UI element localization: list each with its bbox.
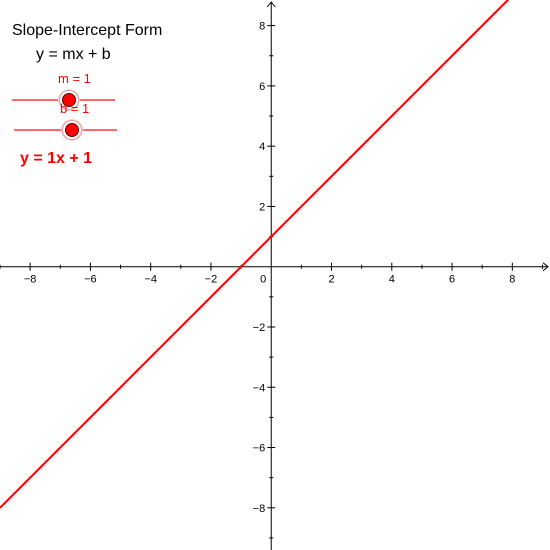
intercept-slider-handle[interactable] [65, 123, 79, 137]
axis-tick-labels: −8 −6 −4 −2 0 2 4 6 8 8 6 4 2 −2 −4 −6 −8 [24, 21, 516, 515]
y-tick-label: 2 [259, 201, 265, 213]
x-tick-label: 4 [389, 274, 395, 286]
y-tick-label: −8 [253, 503, 266, 515]
slider-b-label: b = 1 [60, 101, 90, 116]
general-formula: y = mx + b [36, 46, 111, 63]
x-tick-label: 6 [449, 274, 455, 286]
y-axis-arrow [266, 1, 276, 8]
y-tick-label: −4 [253, 382, 266, 394]
function-line[interactable] [0, 0, 550, 509]
slope-slider[interactable] [12, 90, 115, 110]
y-tick-label: 8 [259, 21, 265, 33]
x-tick-label: −6 [84, 274, 97, 286]
y-tick-label: −6 [253, 443, 266, 455]
x-tick-label: −4 [144, 274, 157, 286]
current-equation: y = 1x + 1 [20, 150, 93, 167]
slider-m-label: m = 1 [58, 71, 91, 86]
y-tick-label: 6 [259, 81, 265, 93]
x-tick-label: 8 [509, 274, 515, 286]
intercept-slider[interactable] [14, 120, 117, 140]
x-tick-label: 2 [328, 274, 334, 286]
x-tick-label: −8 [24, 274, 37, 286]
panel-title: Slope-Intercept Form [12, 22, 163, 39]
x-tick-label: −2 [205, 274, 218, 286]
slope-slider-handle[interactable] [62, 93, 76, 107]
x-tick-label: 0 [260, 274, 266, 286]
x-axis-arrow [542, 262, 549, 272]
y-tick-label: −2 [253, 322, 266, 334]
y-tick-label: 4 [259, 141, 265, 153]
